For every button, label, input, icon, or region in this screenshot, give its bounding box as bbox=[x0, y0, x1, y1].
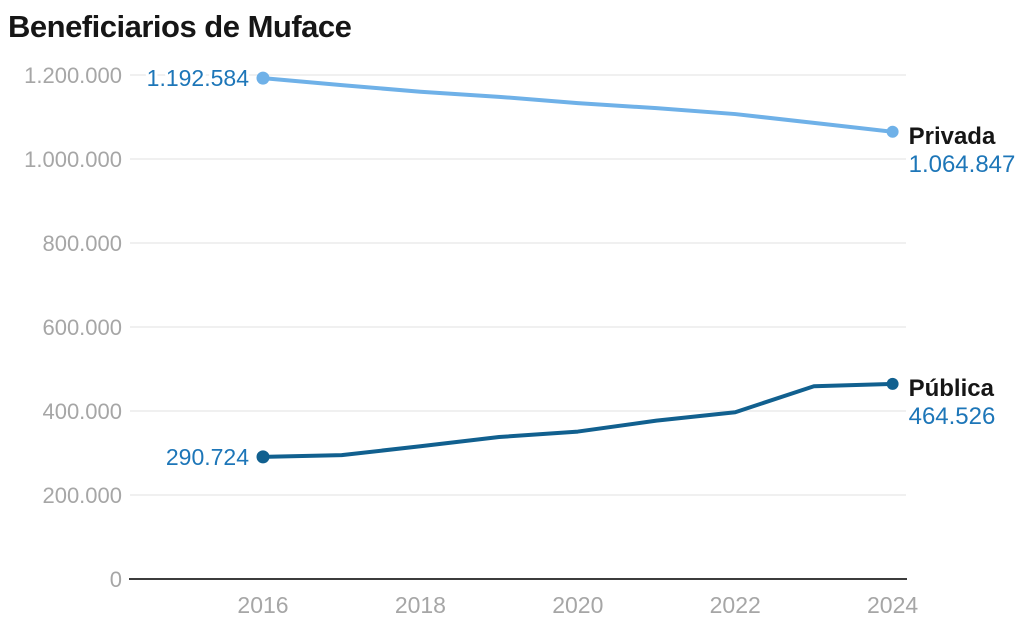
publica-series-label: Pública bbox=[909, 375, 995, 402]
publica-point-first bbox=[256, 450, 270, 464]
y-tick-label: 200.000 bbox=[42, 483, 122, 508]
privada-point-first bbox=[256, 71, 270, 85]
y-tick-label: 800.000 bbox=[42, 231, 122, 256]
y-tick-label: 0 bbox=[110, 567, 122, 592]
y-tick-label: 600.000 bbox=[42, 315, 122, 340]
publica-point-last bbox=[886, 377, 899, 390]
privada-series-label: Privada bbox=[909, 123, 996, 150]
publica-first-value-label: 290.724 bbox=[166, 444, 249, 470]
x-tick-label: 2020 bbox=[552, 592, 603, 618]
publica-last-value-label: 464.526 bbox=[909, 403, 996, 430]
privada-first-value-label: 1.192.584 bbox=[147, 65, 250, 91]
x-tick-label: 2016 bbox=[237, 592, 288, 618]
privada-last-value-label: 1.064.847 bbox=[909, 151, 1016, 178]
privada-point-last bbox=[886, 125, 899, 138]
privada-line bbox=[261, 76, 895, 134]
publica-line bbox=[261, 381, 895, 459]
y-tick-label: 1.200.000 bbox=[24, 63, 122, 88]
y-tick-label: 1.000.000 bbox=[24, 147, 122, 172]
x-tick-label: 2022 bbox=[710, 592, 761, 618]
chart-title: Beneficiarios de Muface bbox=[8, 9, 352, 44]
x-tick-label: 2018 bbox=[395, 592, 446, 618]
x-tick-label: 2024 bbox=[867, 592, 918, 618]
y-tick-label: 400.000 bbox=[42, 399, 122, 424]
